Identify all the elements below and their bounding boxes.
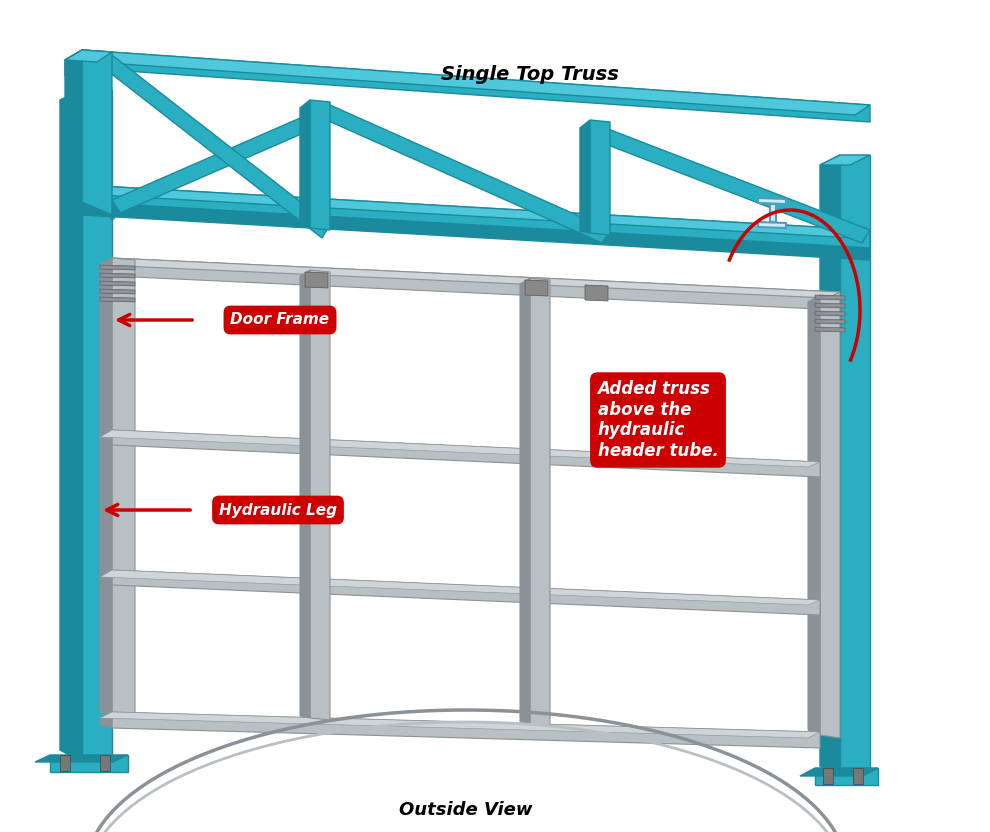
Polygon shape <box>65 50 82 76</box>
Polygon shape <box>100 258 840 298</box>
Polygon shape <box>82 90 112 762</box>
Polygon shape <box>100 430 112 445</box>
Polygon shape <box>815 311 845 316</box>
Polygon shape <box>100 755 110 771</box>
Polygon shape <box>100 712 820 738</box>
Polygon shape <box>820 155 840 778</box>
Polygon shape <box>60 90 82 762</box>
Polygon shape <box>815 768 878 785</box>
Polygon shape <box>65 185 870 238</box>
Polygon shape <box>853 768 863 784</box>
Polygon shape <box>100 258 112 276</box>
Polygon shape <box>112 258 135 718</box>
Polygon shape <box>585 285 608 301</box>
Text: Added truss
above the
hydraulic
header tube.: Added truss above the hydraulic header t… <box>598 379 719 460</box>
Polygon shape <box>815 319 845 324</box>
Polygon shape <box>65 50 112 62</box>
Polygon shape <box>305 272 328 288</box>
Polygon shape <box>840 155 870 778</box>
Polygon shape <box>60 90 112 100</box>
Polygon shape <box>100 258 112 715</box>
Polygon shape <box>65 50 870 115</box>
Polygon shape <box>100 430 820 467</box>
Polygon shape <box>112 105 338 213</box>
Polygon shape <box>815 295 845 300</box>
Polygon shape <box>800 768 878 776</box>
Polygon shape <box>35 755 128 762</box>
Text: Outside View: Outside View <box>399 801 533 819</box>
Polygon shape <box>300 100 310 228</box>
Polygon shape <box>112 258 840 310</box>
Polygon shape <box>112 430 820 477</box>
Polygon shape <box>808 295 820 735</box>
Polygon shape <box>104 200 120 220</box>
Polygon shape <box>820 295 840 738</box>
Polygon shape <box>82 50 870 122</box>
Polygon shape <box>820 155 870 165</box>
Polygon shape <box>322 105 610 243</box>
Polygon shape <box>525 280 548 296</box>
Polygon shape <box>112 570 820 615</box>
Polygon shape <box>758 198 786 204</box>
Polygon shape <box>100 289 135 294</box>
Polygon shape <box>100 273 135 278</box>
Polygon shape <box>82 185 870 248</box>
Polygon shape <box>580 120 590 233</box>
Polygon shape <box>82 202 870 260</box>
Text: Hydraulic Leg: Hydraulic Leg <box>219 503 337 518</box>
Polygon shape <box>823 768 833 784</box>
Polygon shape <box>815 303 845 308</box>
Polygon shape <box>50 755 128 772</box>
Polygon shape <box>758 222 786 228</box>
Polygon shape <box>104 55 330 238</box>
Text: Single Top Truss: Single Top Truss <box>442 66 619 85</box>
Polygon shape <box>590 120 610 235</box>
Polygon shape <box>100 570 820 605</box>
Polygon shape <box>112 712 820 748</box>
Polygon shape <box>300 270 310 718</box>
Polygon shape <box>582 122 870 243</box>
Polygon shape <box>100 712 112 728</box>
Polygon shape <box>100 281 135 286</box>
Polygon shape <box>65 50 82 202</box>
Polygon shape <box>520 278 530 724</box>
Polygon shape <box>530 278 550 726</box>
Text: Door Frame: Door Frame <box>231 313 330 328</box>
Polygon shape <box>60 755 70 771</box>
Polygon shape <box>770 204 776 222</box>
Polygon shape <box>815 327 845 332</box>
Polygon shape <box>310 270 330 720</box>
Polygon shape <box>82 50 112 215</box>
Polygon shape <box>310 100 330 230</box>
Polygon shape <box>100 297 135 302</box>
Polygon shape <box>100 265 135 270</box>
Polygon shape <box>100 570 112 585</box>
